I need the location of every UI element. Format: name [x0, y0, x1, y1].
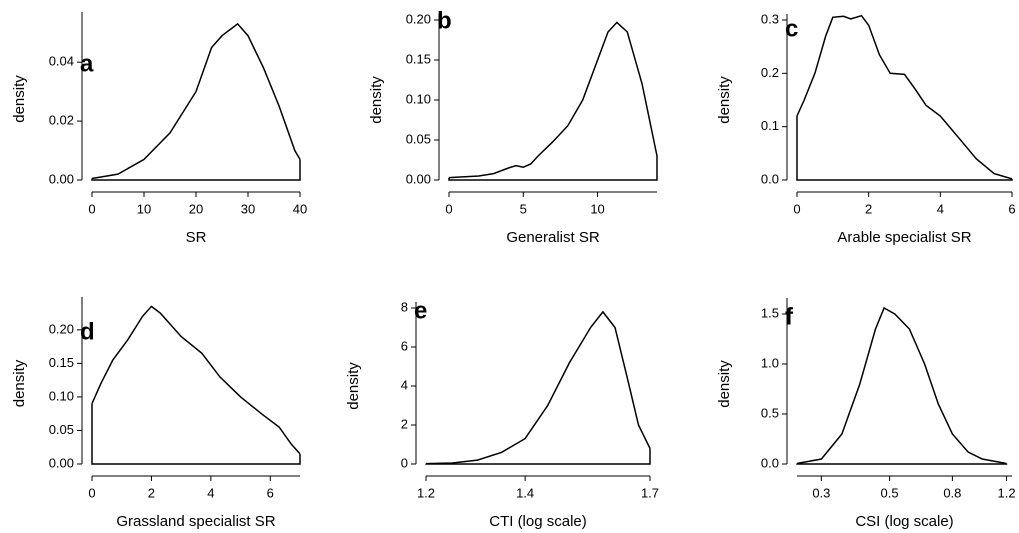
x-tick-label: 0 [88, 485, 95, 500]
density-curve [91, 22, 301, 180]
x-tick-label: 2 [865, 201, 872, 216]
y-tick-label: 0 [401, 455, 408, 470]
y-tick-label: 1.5 [761, 305, 779, 320]
y-axis-title: density [368, 76, 385, 124]
y-tick-label: 0.10 [406, 91, 431, 106]
x-tick-label: 5 [520, 201, 527, 216]
y-tick-label: 8 [401, 299, 408, 314]
panel-label: d [80, 318, 95, 345]
x-tick-label: 6 [267, 485, 274, 500]
y-tick-label: 0.00 [49, 455, 74, 470]
density-curve [796, 306, 1007, 465]
x-tick-label: 0.5 [881, 485, 899, 500]
panel-label: e [414, 297, 427, 324]
y-tick-label: 0.0 [761, 455, 779, 470]
panel-label: f [785, 303, 794, 330]
panel-label: a [80, 50, 94, 77]
y-tick-label: 0.20 [49, 321, 74, 336]
density-outline [796, 463, 1008, 465]
y-tick-label: 0.2 [761, 65, 779, 80]
panel-label: c [785, 15, 798, 42]
x-tick-label: 0 [445, 201, 452, 216]
x-axis-title: Generalist SR [506, 229, 600, 246]
density-outline [91, 403, 301, 465]
x-tick-label: 0.3 [812, 485, 830, 500]
y-tick-label: 0.00 [49, 171, 74, 186]
y-tick-label: 4 [401, 377, 408, 392]
x-tick-label: 0 [793, 201, 800, 216]
x-tick-label: 0 [88, 201, 95, 216]
x-tick-label: 1.2 [417, 485, 435, 500]
y-tick-label: 0.3 [761, 11, 779, 26]
y-tick-label: 0.5 [761, 405, 779, 420]
density-outline [91, 159, 301, 181]
y-axis-title: density [716, 360, 733, 408]
x-axis-title: SR [186, 229, 207, 246]
y-tick-label: 1.0 [761, 355, 779, 370]
x-tick-label: 4 [207, 485, 214, 500]
density-curve [796, 14, 1013, 180]
y-axis-title: density [11, 75, 28, 123]
y-axis-title: density [11, 359, 28, 407]
y-tick-label: 0.15 [406, 51, 431, 66]
y-tick-label: 0.00 [406, 171, 431, 186]
y-axis-title: density [345, 362, 362, 410]
density-curve [425, 310, 651, 465]
x-tick-label: 4 [937, 201, 944, 216]
density-curve [448, 21, 658, 179]
density-outline [448, 156, 658, 181]
x-tick-label: 30 [241, 201, 255, 216]
x-axis-title: CTI (log scale) [489, 513, 587, 530]
y-tick-label: 6 [401, 338, 408, 353]
x-tick-label: 1.7 [641, 485, 659, 500]
panel-label: b [437, 7, 452, 34]
y-axis-title: density [716, 76, 733, 124]
y-tick-label: 0.04 [49, 54, 74, 69]
x-tick-label: 1.2 [998, 485, 1016, 500]
y-tick-label: 0.10 [49, 388, 74, 403]
x-axis-title: Grassland specialist SR [116, 513, 275, 530]
density-outline [425, 448, 651, 465]
x-tick-label: 2 [148, 485, 155, 500]
y-tick-label: 0.15 [49, 355, 74, 370]
x-tick-label: 1.4 [516, 485, 534, 500]
y-tick-label: 0.1 [761, 118, 779, 133]
y-tick-label: 0.05 [49, 422, 74, 437]
x-axis-title: CSI (log scale) [855, 513, 953, 530]
y-tick-label: 0.20 [406, 11, 431, 26]
density-curve [91, 305, 301, 455]
x-tick-label: 40 [293, 201, 307, 216]
x-tick-label: 0.8 [943, 485, 961, 500]
x-tick-label: 10 [137, 201, 151, 216]
x-tick-label: 10 [590, 201, 604, 216]
y-tick-label: 2 [401, 416, 408, 431]
y-tick-label: 0.0 [761, 171, 779, 186]
x-tick-label: 6 [1008, 201, 1015, 216]
x-tick-label: 20 [189, 201, 203, 216]
y-tick-label: 0.02 [49, 113, 74, 128]
density-outline [796, 116, 1013, 181]
x-axis-title: Arable specialist SR [837, 229, 971, 246]
y-tick-label: 0.05 [406, 131, 431, 146]
